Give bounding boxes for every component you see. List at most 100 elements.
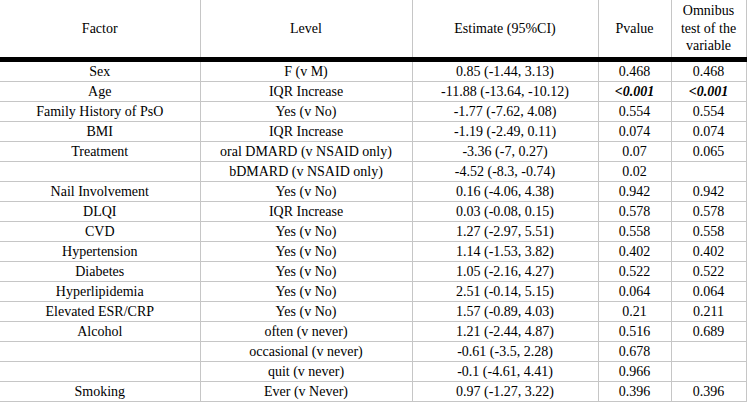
cell-estimate: 1.21 (-2.44, 4.87) bbox=[412, 322, 598, 342]
cell-omnibus: <0.001 bbox=[671, 82, 746, 102]
cell-pvalue: 0.402 bbox=[598, 242, 671, 262]
cell-estimate: -0.1 (-4.61, 4.41) bbox=[412, 362, 598, 382]
cell-factor: DLQI bbox=[0, 202, 200, 222]
cell-factor bbox=[0, 342, 200, 362]
table-row: Alcoholoften (v never)1.21 (-2.44, 4.87)… bbox=[0, 322, 746, 342]
cell-estimate: -1.77 (-7.62, 4.08) bbox=[412, 102, 598, 122]
cell-estimate: 1.05 (-2.16, 4.27) bbox=[412, 262, 598, 282]
cell-pvalue: <0.001 bbox=[598, 82, 671, 102]
cell-level: Ever (v Never) bbox=[200, 382, 412, 402]
table-row: HyperlipidemiaYes (v No)2.51 (-0.14, 5.1… bbox=[0, 282, 746, 302]
cell-omnibus: 0.468 bbox=[671, 60, 746, 82]
cell-factor: Family History of PsO bbox=[0, 102, 200, 122]
cell-factor bbox=[0, 362, 200, 382]
cell-estimate: -0.61 (-3.5, 2.28) bbox=[412, 342, 598, 362]
cell-estimate: -1.19 (-2.49, 0.11) bbox=[412, 122, 598, 142]
cell-estimate: 0.97 (-1.27, 3.22) bbox=[412, 382, 598, 402]
cell-estimate: 0.03 (-0.08, 0.15) bbox=[412, 202, 598, 222]
cell-pvalue: 0.21 bbox=[598, 302, 671, 322]
cell-estimate: 1.27 (-2.97, 5.51) bbox=[412, 222, 598, 242]
table-row: SmokingEver (v Never)0.97 (-1.27, 3.22)0… bbox=[0, 382, 746, 402]
table-row: CVDYes (v No)1.27 (-2.97, 5.51)0.5580.55… bbox=[0, 222, 746, 242]
table-row: HypertensionYes (v No)1.14 (-1.53, 3.82)… bbox=[0, 242, 746, 262]
cell-pvalue: 0.554 bbox=[598, 102, 671, 122]
column-header-factor: Factor bbox=[0, 0, 200, 60]
paper-table-page: Factor Level Estimate (95%CI) Pvalue Omn… bbox=[0, 0, 747, 402]
cell-level: IQR Increase bbox=[200, 82, 412, 102]
cell-pvalue: 0.678 bbox=[598, 342, 671, 362]
cell-level: Yes (v No) bbox=[200, 282, 412, 302]
cell-level: quit (v never) bbox=[200, 362, 412, 382]
cell-omnibus bbox=[671, 362, 746, 382]
cell-level: Yes (v No) bbox=[200, 222, 412, 242]
table-row: AgeIQR Increase-11.88 (-13.64, -10.12)<0… bbox=[0, 82, 746, 102]
table-header: Factor Level Estimate (95%CI) Pvalue Omn… bbox=[0, 0, 746, 60]
cell-pvalue: 0.396 bbox=[598, 382, 671, 402]
cell-estimate: 0.85 (-1.44, 3.13) bbox=[412, 60, 598, 82]
column-header-estimate: Estimate (95%CI) bbox=[412, 0, 598, 60]
cell-omnibus: 0.064 bbox=[671, 282, 746, 302]
column-header-level: Level bbox=[200, 0, 412, 60]
table-row: Nail InvolvementYes (v No)0.16 (-4.06, 4… bbox=[0, 182, 746, 202]
cell-pvalue: 0.522 bbox=[598, 262, 671, 282]
cell-level: Yes (v No) bbox=[200, 302, 412, 322]
cell-omnibus: 0.074 bbox=[671, 122, 746, 142]
cell-pvalue: 0.02 bbox=[598, 162, 671, 182]
cell-pvalue: 0.942 bbox=[598, 182, 671, 202]
table-row: SexF (v M)0.85 (-1.44, 3.13)0.4680.468 bbox=[0, 60, 746, 82]
cell-omnibus: 0.578 bbox=[671, 202, 746, 222]
cell-pvalue: 0.468 bbox=[598, 60, 671, 82]
table-body: SexF (v M)0.85 (-1.44, 3.13)0.4680.468Ag… bbox=[0, 60, 746, 402]
cell-estimate: 0.16 (-4.06, 4.38) bbox=[412, 182, 598, 202]
results-table: Factor Level Estimate (95%CI) Pvalue Omn… bbox=[0, 0, 747, 402]
cell-factor: Age bbox=[0, 82, 200, 102]
cell-factor: Nail Involvement bbox=[0, 182, 200, 202]
cell-level: Yes (v No) bbox=[200, 262, 412, 282]
cell-level: F (v M) bbox=[200, 60, 412, 82]
table-header-row: Factor Level Estimate (95%CI) Pvalue Omn… bbox=[0, 0, 746, 60]
cell-level: often (v never) bbox=[200, 322, 412, 342]
cell-factor: CVD bbox=[0, 222, 200, 242]
cell-estimate: -11.88 (-13.64, -10.12) bbox=[412, 82, 598, 102]
cell-pvalue: 0.558 bbox=[598, 222, 671, 242]
cell-omnibus: 0.396 bbox=[671, 382, 746, 402]
cell-level: Yes (v No) bbox=[200, 182, 412, 202]
cell-factor: BMI bbox=[0, 122, 200, 142]
cell-factor: Sex bbox=[0, 60, 200, 82]
cell-estimate: -4.52 (-8.3, -0.74) bbox=[412, 162, 598, 182]
cell-estimate: 1.57 (-0.89, 4.03) bbox=[412, 302, 598, 322]
cell-level: Yes (v No) bbox=[200, 102, 412, 122]
cell-omnibus bbox=[671, 162, 746, 182]
table-row: BMIIQR Increase-1.19 (-2.49, 0.11)0.0740… bbox=[0, 122, 746, 142]
cell-factor: Treatment bbox=[0, 142, 200, 162]
cell-level: occasional (v never) bbox=[200, 342, 412, 362]
cell-pvalue: 0.074 bbox=[598, 122, 671, 142]
cell-factor: Elevated ESR/CRP bbox=[0, 302, 200, 322]
cell-factor bbox=[0, 162, 200, 182]
table-row: quit (v never)-0.1 (-4.61, 4.41)0.966 bbox=[0, 362, 746, 382]
cell-omnibus bbox=[671, 342, 746, 362]
column-header-omnibus: Omnibus test of the variable bbox=[671, 0, 746, 60]
table-row: DiabetesYes (v No)1.05 (-2.16, 4.27)0.52… bbox=[0, 262, 746, 282]
cell-factor: Smoking bbox=[0, 382, 200, 402]
table-row: Treatmentoral DMARD (v NSAID only)-3.36 … bbox=[0, 142, 746, 162]
cell-pvalue: 0.07 bbox=[598, 142, 671, 162]
cell-factor: Alcohol bbox=[0, 322, 200, 342]
column-header-pvalue: Pvalue bbox=[598, 0, 671, 60]
cell-pvalue: 0.516 bbox=[598, 322, 671, 342]
cell-factor: Diabetes bbox=[0, 262, 200, 282]
cell-pvalue: 0.578 bbox=[598, 202, 671, 222]
cell-omnibus: 0.211 bbox=[671, 302, 746, 322]
cell-omnibus: 0.558 bbox=[671, 222, 746, 242]
cell-level: bDMARD (v NSAID only) bbox=[200, 162, 412, 182]
table-row: Family History of PsOYes (v No)-1.77 (-7… bbox=[0, 102, 746, 122]
cell-pvalue: 0.064 bbox=[598, 282, 671, 302]
cell-level: Yes (v No) bbox=[200, 242, 412, 262]
cell-factor: Hypertension bbox=[0, 242, 200, 262]
cell-estimate: 1.14 (-1.53, 3.82) bbox=[412, 242, 598, 262]
cell-omnibus: 0.402 bbox=[671, 242, 746, 262]
cell-estimate: 2.51 (-0.14, 5.15) bbox=[412, 282, 598, 302]
cell-level: IQR Increase bbox=[200, 202, 412, 222]
table-row: occasional (v never)-0.61 (-3.5, 2.28)0.… bbox=[0, 342, 746, 362]
cell-omnibus: 0.065 bbox=[671, 142, 746, 162]
